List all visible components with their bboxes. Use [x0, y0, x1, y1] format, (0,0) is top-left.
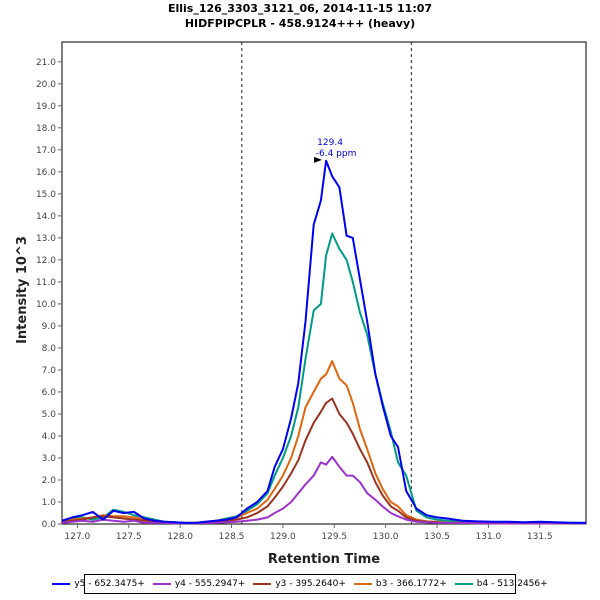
y-tick-label: 0.0 — [42, 520, 57, 530]
x-tick-label: 129.5 — [321, 532, 347, 542]
y-tick-label: 17.0 — [36, 146, 56, 156]
legend-label: y3 - 395.2640+ — [275, 579, 346, 589]
x-tick-label: 128.0 — [167, 532, 193, 542]
x-tick-label: 131.0 — [476, 532, 502, 542]
legend-item: y5 - 652.3475+ — [52, 579, 145, 589]
x-tick-label: 127.0 — [65, 532, 91, 542]
legend-item: b3 - 366.1772+ — [353, 579, 447, 589]
y-tick-label: 20.0 — [36, 80, 56, 90]
legend-label: y4 - 555.2947+ — [174, 579, 246, 589]
y-axis-label: Intensity 10^3 — [15, 236, 30, 344]
y-tick-label: 14.0 — [36, 212, 56, 222]
y-tick-label: 3.0 — [42, 454, 57, 464]
y-tick-label: 12.0 — [36, 256, 56, 266]
y-tick-label: 5.0 — [42, 410, 57, 420]
legend-swatch — [152, 583, 171, 585]
chart-subtitle: HIDFPIPCPLR - 458.9124+++ (heavy) — [185, 17, 415, 30]
legend-item: b4 - 513.2456+ — [454, 579, 548, 589]
chart-title: Ellis_126_3303_3121_06, 2014-11-15 11:07 — [168, 2, 432, 15]
peak-rt-label: 129.4 — [317, 138, 343, 148]
legend-swatch — [253, 583, 272, 585]
y-tick-label: 2.0 — [42, 476, 57, 486]
peak-ppm-label: -6.4 ppm — [316, 149, 357, 159]
y-tick-label: 8.0 — [42, 344, 57, 354]
legend-swatch — [52, 583, 71, 585]
x-tick-label: 130.0 — [373, 532, 399, 542]
legend-swatch — [454, 583, 473, 585]
y-tick-label: 10.0 — [36, 300, 56, 310]
series-line-y5 — [61, 159, 587, 524]
x-tick-label: 129.0 — [270, 532, 296, 542]
series-lines — [61, 159, 587, 525]
series-line-y4 — [61, 455, 586, 525]
legend-label: b3 - 366.1772+ — [375, 579, 447, 589]
legend-swatch — [353, 583, 372, 585]
integration-bounds — [241, 42, 412, 524]
x-axis-label: Retention Time — [268, 552, 380, 567]
y-tick-label: 19.0 — [36, 102, 56, 112]
y-tick-label: 15.0 — [36, 190, 56, 200]
x-axis: 127.0 127.5 128.0 128.5 129.0 129.5 130.0 130.5… — [65, 524, 553, 542]
x-tick-label: 128.5 — [219, 532, 245, 542]
peak-marker-icon — [314, 156, 323, 163]
y-tick-label: 21.0 — [36, 58, 56, 68]
y-tick-label: 4.0 — [42, 432, 57, 442]
legend-item: y3 - 395.2640+ — [253, 579, 346, 589]
legend-label: b4 - 513.2456+ — [476, 579, 548, 589]
peak-annotation: 129.4 -6.4 ppm — [314, 138, 356, 163]
y-axis: 0.0 1.0 2.0 3.0 4.0 5.0 6.0 7.0 8.0 9.0 10.0 11.0 12… — [36, 58, 62, 530]
y-tick-label: 16.0 — [36, 168, 56, 178]
y-tick-label: 18.0 — [36, 124, 56, 134]
legend-label: y5 - 652.3475+ — [74, 579, 145, 589]
y-tick-label: 1.0 — [42, 498, 57, 508]
x-tick-label: 127.5 — [116, 532, 142, 542]
y-tick-label: 6.0 — [42, 388, 57, 398]
x-tick-label: 131.5 — [527, 532, 553, 542]
y-tick-label: 9.0 — [42, 322, 57, 332]
y-tick-label: 7.0 — [42, 366, 57, 376]
legend-item: y4 - 555.2947+ — [152, 579, 246, 589]
y-tick-label: 11.0 — [36, 278, 56, 288]
y-tick-label: 13.0 — [36, 234, 56, 244]
x-tick-label: 130.5 — [424, 532, 450, 542]
series-line-b4 — [61, 232, 586, 524]
chart-legend: y5 - 652.3475+ y4 - 555.2947+ y3 - 395.264… — [52, 574, 548, 594]
